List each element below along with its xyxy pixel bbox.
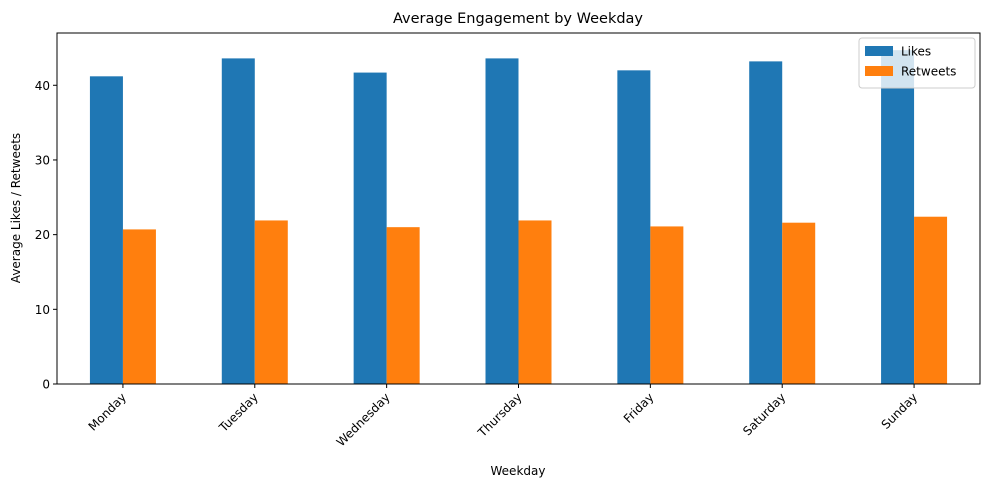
bar-likes-saturday xyxy=(749,61,783,384)
y-tick-label: 40 xyxy=(35,79,50,93)
bar-retweets-saturday xyxy=(782,222,816,384)
x-tick-label: Friday xyxy=(621,390,657,426)
legend: Likes Retweets xyxy=(858,37,976,89)
plot-area: 0 10 20 30 40 Monday Tuesday Wednesday Thursday F… xyxy=(35,50,948,449)
legend-swatch-retweets xyxy=(865,66,893,76)
x-axis-label: Weekday xyxy=(491,464,546,478)
x-tick-label: Sunday xyxy=(879,390,921,432)
bar-likes-wednesday xyxy=(353,72,387,385)
bar-retweets-thursday xyxy=(518,220,552,384)
y-tick-label: 20 xyxy=(35,228,50,242)
chart-title: Average Engagement by Weekday xyxy=(393,11,643,27)
bar-retweets-sunday xyxy=(914,216,948,384)
bar-likes-tuesday xyxy=(221,58,255,385)
bar-retweets-wednesday xyxy=(386,227,420,384)
plot-frame xyxy=(56,32,981,385)
y-tick-label: 10 xyxy=(35,303,50,317)
y-axis-label: Average Likes / Retweets xyxy=(9,133,23,283)
bar-retweets-friday xyxy=(650,226,684,384)
legend-swatch-likes xyxy=(865,46,893,56)
bar-retweets-tuesday xyxy=(254,220,288,384)
y-tick-label: 0 xyxy=(42,378,50,392)
x-tick-label: Tuesday xyxy=(216,390,261,435)
x-tick-label: Wednesday xyxy=(334,390,393,449)
bar-retweets-monday xyxy=(122,229,156,384)
y-tick-label: 30 xyxy=(35,153,50,167)
bar-likes-monday xyxy=(89,76,123,385)
x-tick-label: Saturday xyxy=(740,390,788,438)
legend-label-likes: Likes xyxy=(901,45,931,59)
bar-likes-thursday xyxy=(485,58,519,385)
bar-likes-sunday xyxy=(881,50,915,384)
legend-label-retweets: Retweets xyxy=(901,65,956,79)
x-tick-label: Monday xyxy=(86,390,129,433)
bar-likes-friday xyxy=(617,70,651,384)
x-tick-label: Thursday xyxy=(475,390,525,440)
